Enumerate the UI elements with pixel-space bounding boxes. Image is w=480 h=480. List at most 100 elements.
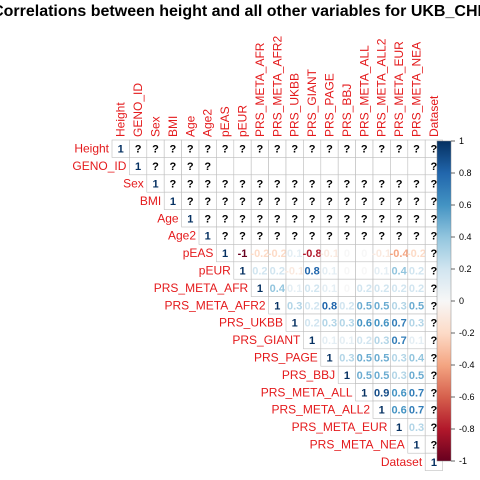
row-label: Dataset (381, 455, 423, 469)
cell-value: 1 (344, 370, 350, 382)
cell-missing-value: ? (431, 422, 438, 434)
heatmap-cell (338, 157, 355, 174)
row-label: Age2 (168, 229, 196, 243)
cell-value: 1 (361, 387, 367, 399)
cell-value: -0.2 (250, 248, 269, 260)
cell-missing-value: ? (361, 213, 368, 225)
cell-missing-value: ? (257, 213, 264, 225)
cell-value: 0.5 (409, 370, 424, 382)
column-label: Height (114, 102, 128, 137)
column-label: PRS_PAGE (323, 73, 337, 137)
cell-value: 0.3 (374, 335, 389, 347)
cell-missing-value: ? (222, 196, 229, 208)
cell-missing-value: ? (431, 335, 438, 347)
cell-value: 0.7 (409, 405, 424, 417)
cell-value: 1 (187, 213, 193, 225)
column-label: Age2 (201, 109, 215, 137)
cell-missing-value: ? (396, 196, 403, 208)
cell-value: 0.2 (357, 335, 372, 347)
cell-missing-value: ? (222, 213, 229, 225)
cell-missing-value: ? (378, 231, 385, 243)
row-label: PRS_META_NEA (310, 438, 405, 452)
cell-value: 1 (239, 266, 245, 278)
cell-missing-value: ? (239, 144, 246, 156)
cell-missing-value: ? (361, 179, 368, 191)
cell-value: 0.5 (357, 353, 372, 365)
colorbar-tick-label: -0.6 (459, 392, 475, 402)
heatmap-cell (373, 157, 390, 174)
column-label: PRS_UKBB (288, 73, 302, 137)
cell-value: 0.1 (374, 266, 389, 278)
cell-missing-value: ? (274, 231, 281, 243)
cell-missing-value: ? (239, 231, 246, 243)
cell-value: 0 (344, 283, 350, 295)
cell-value: 0.6 (391, 405, 406, 417)
cell-missing-value: ? (431, 196, 438, 208)
cell-missing-value: ? (222, 144, 229, 156)
row-label: PRS_META_ALL2 (272, 403, 371, 417)
cell-missing-value: ? (326, 179, 333, 191)
cell-value: 0.6 (374, 318, 389, 330)
heatmap-cell (303, 157, 320, 174)
cell-value: 0.2 (339, 300, 354, 312)
cell-missing-value: ? (396, 231, 403, 243)
cell-missing-value: ? (431, 231, 438, 243)
cell-value: 0.3 (391, 300, 406, 312)
cell-value: -0.1 (372, 248, 391, 260)
cell-value: 0.2 (409, 266, 424, 278)
cell-missing-value: ? (257, 144, 264, 156)
cell-missing-value: ? (431, 370, 438, 382)
row-label: Height (74, 142, 109, 156)
cell-value: 1 (413, 440, 419, 452)
cell-missing-value: ? (326, 231, 333, 243)
cell-value: 0.7 (391, 335, 406, 347)
cell-missing-value: ? (431, 353, 438, 365)
cell-missing-value: ? (431, 318, 438, 330)
cell-value: 1 (431, 457, 437, 469)
cell-missing-value: ? (291, 196, 298, 208)
colorbar-tick-label: 0.8 (459, 168, 472, 178)
cell-value: 1 (118, 144, 124, 156)
heatmap-cell (356, 157, 373, 174)
cell-missing-value: ? (239, 213, 246, 225)
cell-value: 1 (309, 335, 315, 347)
cell-value: 0.3 (339, 353, 354, 365)
cell-value: 0.1 (322, 266, 337, 278)
cell-value: 0.1 (322, 335, 337, 347)
cell-value: 0.5 (374, 353, 389, 365)
cell-value: 0.4 (270, 283, 286, 295)
cell-missing-value: ? (187, 161, 194, 173)
cell-missing-value: ? (187, 144, 194, 156)
colorbar-tick-label: 0 (459, 296, 464, 306)
cell-missing-value: ? (274, 196, 281, 208)
cell-value: 0.3 (409, 422, 424, 434)
cell-missing-value: ? (431, 213, 438, 225)
cell-missing-value: ? (309, 231, 316, 243)
cell-missing-value: ? (431, 179, 438, 191)
colorbar (437, 141, 451, 461)
cell-missing-value: ? (431, 248, 438, 260)
cell-missing-value: ? (326, 144, 333, 156)
cell-value: 1 (396, 422, 402, 434)
row-label: PRS_META_EUR (292, 420, 388, 434)
cell-value: 0.6 (357, 318, 372, 330)
colorbar-tick-label: -0.8 (459, 424, 475, 434)
cell-missing-value: ? (239, 196, 246, 208)
column-label: pEAS (218, 106, 232, 137)
heatmap-cell (408, 157, 425, 174)
cell-value: 0.3 (391, 353, 406, 365)
cell-value: 1 (257, 283, 263, 295)
cell-value: 0.3 (391, 370, 406, 382)
cell-value: 0.2 (374, 283, 389, 295)
cell-value: 0.3 (409, 318, 424, 330)
cell-missing-value: ? (378, 196, 385, 208)
cell-missing-value: ? (222, 179, 229, 191)
colorbar-tick-label: -1 (459, 456, 467, 466)
heatmap-cell (286, 157, 303, 174)
column-label: PRS_META_AFR (253, 42, 267, 137)
row-label: PRS_UKBB (219, 316, 283, 330)
row-label: PRS_META_AFR2 (164, 298, 265, 312)
cell-missing-value: ? (361, 144, 368, 156)
cell-missing-value: ? (431, 283, 438, 295)
cell-missing-value: ? (344, 196, 351, 208)
